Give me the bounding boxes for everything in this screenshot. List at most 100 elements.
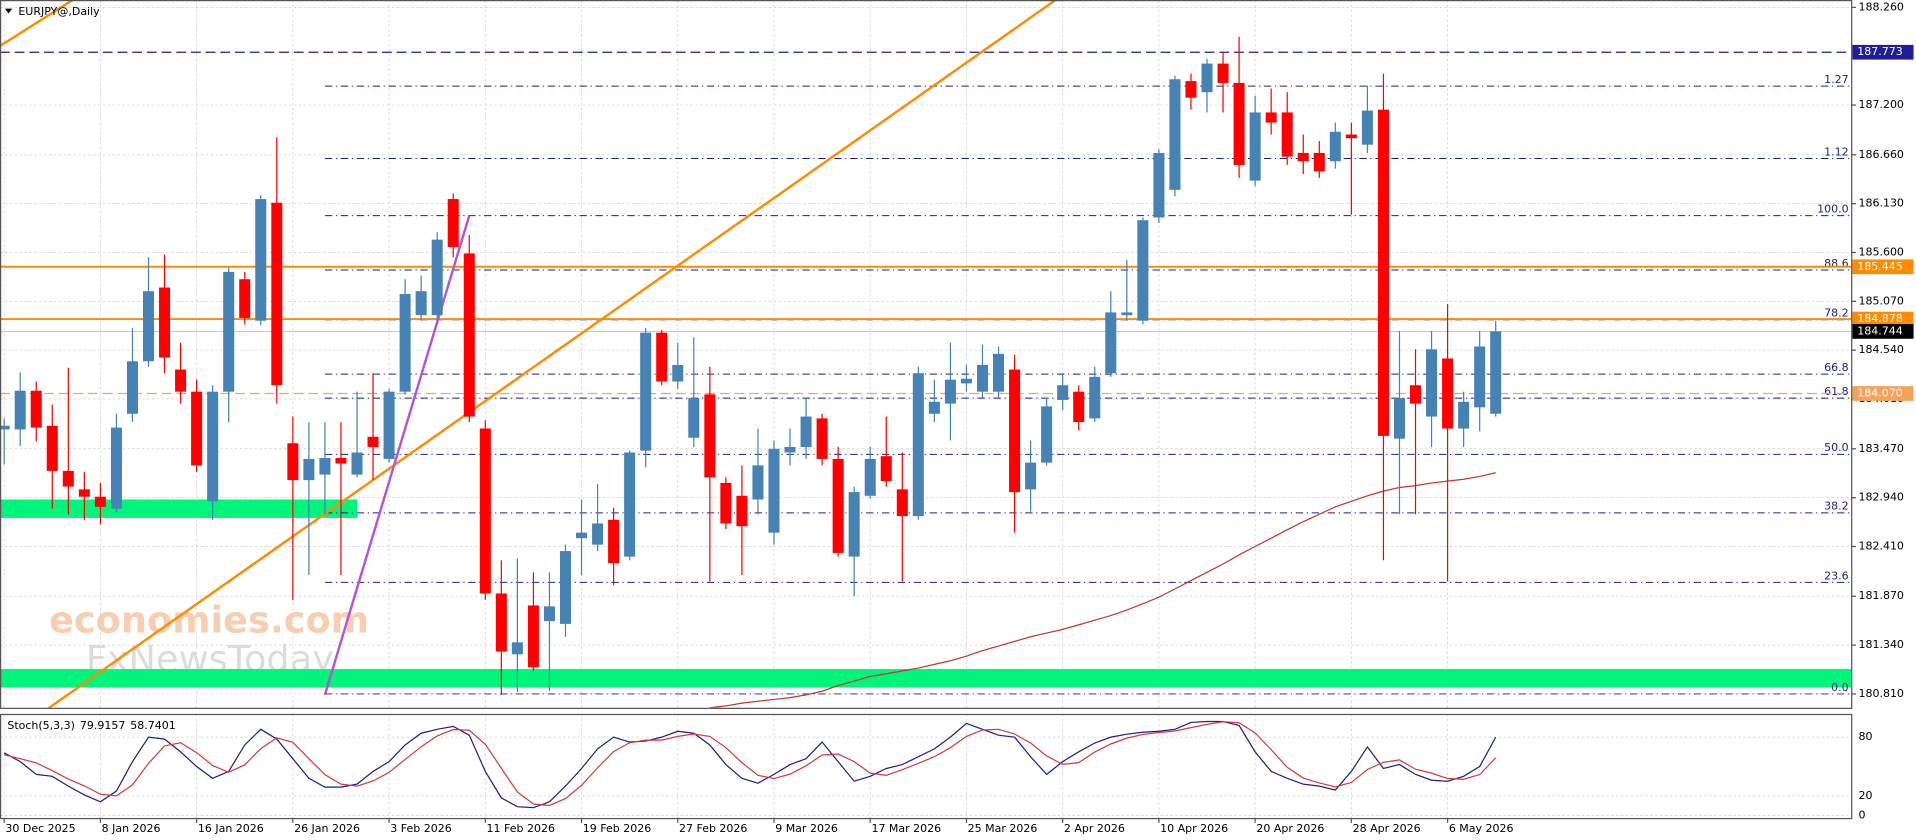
candle-body <box>463 253 475 417</box>
candle-body <box>864 458 876 496</box>
support-zone <box>0 669 1852 688</box>
candle-body <box>399 293 411 392</box>
candle-body <box>1217 63 1229 83</box>
candle-body <box>1057 385 1069 400</box>
candle-body <box>784 446 796 453</box>
candle-body <box>688 398 700 438</box>
symbol-menu-icon[interactable] <box>4 8 13 14</box>
candle-body <box>592 523 604 545</box>
y-tick-label: 188.260 <box>1858 0 1903 13</box>
y-tick-label: 187.200 <box>1858 98 1903 111</box>
candle-body <box>1041 406 1053 463</box>
candle-body <box>30 390 42 428</box>
candle-body <box>1089 376 1101 419</box>
price-tag-label: 184.878 <box>1857 312 1902 325</box>
candle-body <box>704 394 716 478</box>
candle-body <box>672 364 684 382</box>
candle-body <box>255 199 267 321</box>
candle-body <box>175 369 187 392</box>
candle-body <box>1169 79 1181 190</box>
candle-body <box>993 353 1005 392</box>
candle-body <box>191 391 203 466</box>
candle-body <box>142 291 155 362</box>
candle-body <box>1265 112 1277 123</box>
candle-body <box>720 482 732 524</box>
indicator-border <box>0 713 1853 820</box>
y-tick-label: 184.540 <box>1858 343 1903 356</box>
moving-average <box>709 472 1496 708</box>
y-tick-label: 0 <box>1858 809 1865 822</box>
candle-body <box>736 495 748 527</box>
fib-label: 23.6 <box>1824 569 1848 582</box>
candle-body <box>1329 131 1341 162</box>
candle-body <box>46 425 58 471</box>
candle-body <box>1153 152 1165 218</box>
y-tick-label: 181.870 <box>1858 589 1903 602</box>
price-tag <box>1852 386 1914 401</box>
x-tick-label: 11 Feb 2026 <box>487 822 555 835</box>
candle-body <box>1442 358 1454 429</box>
candle-body <box>976 364 988 392</box>
candle-body <box>928 401 940 414</box>
x-tick-label: 6 May 2026 <box>1449 822 1514 835</box>
candle-body <box>78 489 90 497</box>
x-tick-label: 20 Apr 2026 <box>1256 822 1324 835</box>
candle-body <box>1009 369 1021 493</box>
candle-body <box>816 418 828 459</box>
price-tag-label: 184.070 <box>1857 387 1902 400</box>
fib-label: 78.2 <box>1824 307 1848 320</box>
indicator-plot <box>3 720 1497 809</box>
candle-body <box>1185 81 1197 98</box>
candle-body <box>800 416 812 447</box>
candle-body <box>1121 312 1133 316</box>
candle-body <box>367 436 379 447</box>
candle-body <box>896 489 908 517</box>
indicator-line <box>3 720 1497 809</box>
candle-body <box>431 239 443 316</box>
indicator-value: 79.9157 <box>80 719 125 732</box>
candle-body <box>1137 220 1149 321</box>
price-tag <box>1852 324 1914 339</box>
chart-title: EURJPY@,Daily <box>18 5 100 18</box>
candle-body <box>608 519 620 564</box>
candle-body <box>656 332 668 382</box>
candle-body <box>415 291 427 316</box>
candle-body <box>447 199 459 247</box>
x-tick-label: 27 Feb 2026 <box>679 822 747 835</box>
fib-label: 88.6 <box>1824 257 1848 270</box>
x-tick-label: 9 Mar 2026 <box>775 822 838 835</box>
price-tag <box>1852 311 1914 327</box>
candle-body <box>223 271 235 392</box>
candle-body <box>62 470 74 487</box>
candle-body <box>768 448 780 533</box>
candle-body <box>543 606 555 622</box>
candle-body <box>0 425 10 430</box>
grid <box>0 0 1852 818</box>
x-tick-label: 25 Mar 2026 <box>968 822 1038 835</box>
candle-body <box>1073 391 1085 423</box>
support-zone <box>0 499 358 518</box>
candle-body <box>1474 346 1486 408</box>
y-tick-label: 186.660 <box>1858 148 1903 161</box>
fib-label: 61.8 <box>1824 385 1848 398</box>
price-tag <box>1852 259 1914 275</box>
candle-body <box>912 373 924 517</box>
watermark: economies.com <box>49 599 369 642</box>
candle-body <box>303 458 315 481</box>
indicator-value: 58.7401 <box>130 719 175 732</box>
candle-body <box>576 532 588 539</box>
fib-label: 50.0 <box>1824 441 1848 454</box>
y-tick-label: 181.340 <box>1858 638 1903 651</box>
candle-body <box>271 202 283 386</box>
candle-body <box>479 428 491 594</box>
candle-body <box>752 465 764 500</box>
y-tick-label: 80 <box>1858 730 1872 743</box>
candle-body <box>1297 152 1309 162</box>
candle-body <box>383 391 395 459</box>
y-tick-label: 185.600 <box>1858 246 1903 259</box>
candle-body <box>1249 112 1261 181</box>
x-tick-label: 8 Jan 2026 <box>102 822 161 835</box>
candle-body <box>1377 109 1389 436</box>
y-tick-label: 182.410 <box>1858 539 1903 552</box>
candle-body <box>527 605 539 668</box>
